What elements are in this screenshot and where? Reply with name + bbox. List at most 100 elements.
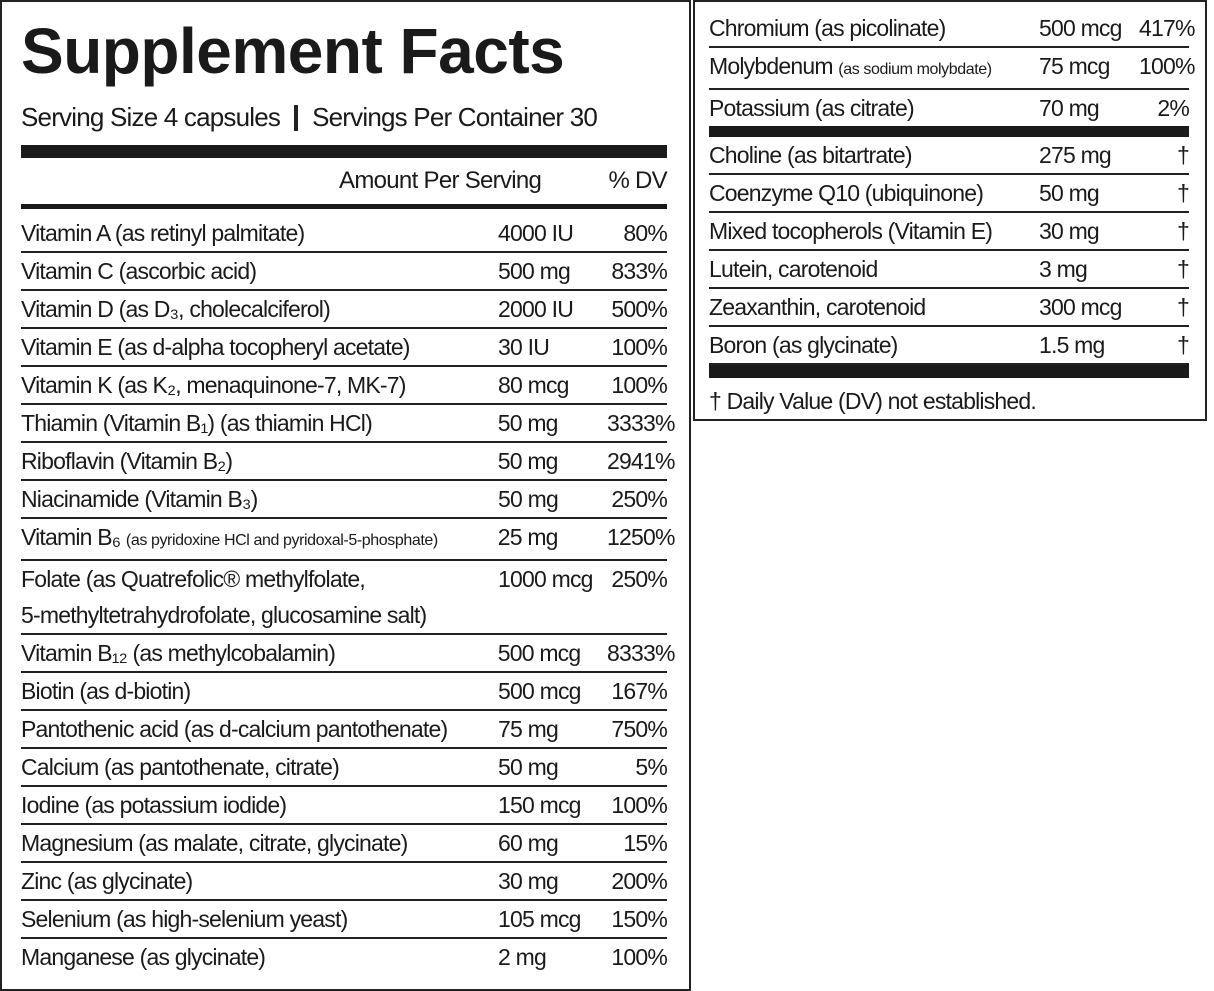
- nutrient-name: Magnesium (as malate, citrate, glycinate…: [21, 830, 408, 856]
- nutrient-name-cell: Molybdenum (as sodium molybdate): [709, 48, 1039, 88]
- daily-value: 200%: [611, 868, 667, 894]
- daily-value: 100%: [611, 372, 667, 398]
- nutrient-name: Coenzyme Q10 (ubiquinone): [709, 180, 984, 206]
- nutrient-row: Vitamin D (as D₃, cholecalciferol) 2000 I…: [21, 291, 668, 329]
- amount: 50 mg: [497, 448, 559, 474]
- nutrient-name-cell: Folate (as Quatrefolic® methylfolate, 5-…: [21, 561, 498, 633]
- amount: 105 mcg: [498, 906, 581, 932]
- nutrient-name-cell: Niacinamide (Vitamin B₃): [21, 481, 498, 517]
- nutrient-name-cell: Vitamin K (as K₂, menaquinone-7, MK-7): [21, 367, 498, 403]
- nutrient-row: Magnesium (as malate, citrate, glycinate…: [21, 825, 668, 863]
- footnote: † Daily Value (DV) not established.: [709, 388, 1037, 414]
- nutrient-row: Selenium (as high-selenium yeast) 105 mcg…: [21, 901, 668, 939]
- amount: 25 mg: [497, 524, 559, 550]
- daily-value: 15%: [623, 830, 667, 856]
- nutrient-name: Iodine (as potassium iodide): [21, 792, 287, 818]
- nutrient-row: Riboflavin (Vitamin B₂) 50 mg 2941%: [21, 443, 675, 481]
- amount: 50 mg: [498, 486, 559, 512]
- nutrient-name: Vitamin E (as d-alpha tocopheryl acetate…: [21, 334, 410, 360]
- nutrient-row: Thiamin (Vitamin B₁) (as thiamin HCl) 50 …: [21, 405, 675, 443]
- nutrient-name: Niacinamide (Vitamin B₃): [21, 486, 258, 512]
- nutrient-row: Vitamin E (as d-alpha tocopheryl acetate…: [21, 329, 668, 367]
- nutrient-row: Chromium (as picolinate) 500 mcg 417%: [709, 10, 1195, 48]
- nutrient-name: Selenium (as high-selenium yeast): [21, 906, 348, 932]
- amount: 150 mcg: [498, 792, 581, 818]
- daily-value: 100%: [611, 792, 667, 818]
- daily-value: 833%: [611, 258, 667, 284]
- nutrient-name-cell: Vitamin B₁₂ (as methylcobalamin): [21, 635, 498, 671]
- nutrient-row: Vitamin B₁₂ (as methylcobalamin) 500 mcg 8…: [21, 635, 675, 673]
- nutrient-name: Vitamin A (as retinyl palmitate): [21, 220, 305, 246]
- amount: 1000 mcg: [498, 566, 593, 592]
- amount: 50 mg: [497, 410, 559, 436]
- nutrient-name: Biotin (as d-biotin): [21, 678, 191, 704]
- nutrient-row: Coenzyme Q10 (ubiquinone) 50 mg †: [709, 175, 1190, 213]
- nutrient-name-cell: Vitamin C (ascorbic acid): [21, 253, 498, 289]
- daily-value: †: [1177, 256, 1190, 282]
- nutrient-name-cell: Biotin (as d-biotin): [21, 673, 498, 709]
- nutrient-row: Mixed tocopherols (Vitamin E) 30 mg †: [709, 213, 1190, 251]
- nutrient-note: (as pyridoxine HCl and pyridoxal-5-phosp…: [125, 532, 438, 549]
- thick-rule: [709, 365, 1189, 378]
- nutrient-note: (as sodium molybdate): [838, 61, 992, 78]
- nutrient-row: Folate (as Quatrefolic® methylfolate, 5-…: [21, 561, 668, 635]
- nutrient-row: Vitamin B₆ (as pyridoxine HCl and pyrido…: [21, 519, 675, 561]
- nutrient-row: Choline (as bitartrate) 275 mg †: [709, 137, 1190, 175]
- amount: 30 IU: [498, 334, 550, 360]
- nutrient-list: Chromium (as picolinate) 500 mcg 417% Molyb…: [709, 10, 1195, 126]
- daily-value: 250%: [611, 566, 667, 592]
- nutrient-row: Potassium (as citrate) 70 mg 2%: [709, 90, 1190, 126]
- daily-value: 167%: [611, 678, 667, 704]
- nutrient-name: Zinc (as glycinate): [21, 868, 193, 894]
- daily-value: †: [1177, 142, 1190, 168]
- serving-size: Serving Size 4 capsules: [21, 102, 281, 132]
- daily-value: †: [1177, 294, 1190, 320]
- amount: 500 mcg: [497, 640, 581, 666]
- column-header: Amount Per Serving % DV: [21, 158, 668, 209]
- nutrient-name-cell: Mixed tocopherols (Vitamin E): [709, 213, 1039, 249]
- servings-per-container: Servings Per Container 30: [312, 102, 598, 132]
- nutrient-row: Biotin (as d-biotin) 500 mcg 167%: [21, 673, 668, 711]
- nutrient-name-cell: Magnesium (as malate, citrate, glycinate…: [21, 825, 498, 861]
- daily-value: 250%: [611, 486, 667, 512]
- left-panel: Supplement Facts Serving Size 4 capsules…: [0, 0, 691, 991]
- amount: 500 mg: [498, 258, 571, 284]
- amount: 275 mg: [1039, 142, 1112, 168]
- amount: 70 mg: [1039, 95, 1100, 121]
- amount: 80 mcg: [498, 372, 569, 398]
- nutrient-name-cell: Boron (as glycinate): [709, 327, 1039, 363]
- amount: 50 mg: [1039, 180, 1100, 206]
- daily-value: 500%: [611, 296, 667, 322]
- nutrient-row: Pantothenic acid (as d-calcium pantothen…: [21, 711, 668, 749]
- nutrient-row: Zeaxanthin, carotenoid 300 mcg †: [709, 289, 1190, 327]
- nutrient-name: Zeaxanthin, carotenoid: [709, 294, 926, 320]
- nutrient-name: Vitamin B₁₂ (as methylcobalamin): [21, 640, 336, 666]
- amount: 30 mg: [498, 868, 559, 894]
- daily-value: 100%: [611, 944, 667, 970]
- amount: 500 mcg: [498, 678, 581, 704]
- nutrient-name: Chromium (as picolinate): [709, 15, 946, 41]
- amount: 4000 IU: [498, 220, 574, 246]
- nutrient-name: Folate (as Quatrefolic® methylfolate, 5-…: [21, 566, 427, 628]
- nutrient-name-cell: Zeaxanthin, carotenoid: [709, 289, 1039, 325]
- daily-value: 2%: [1157, 95, 1189, 121]
- nutrient-name-cell: Coenzyme Q10 (ubiquinone): [709, 175, 1039, 211]
- nutrient-list: Choline (as bitartrate) 275 mg † Coenzyme Q…: [709, 137, 1190, 365]
- nutrient-row: Calcium (as pantothenate, citrate) 50 mg 5…: [21, 749, 668, 787]
- nutrient-name: Boron (as glycinate): [709, 332, 898, 358]
- amount: 75 mcg: [1039, 53, 1110, 79]
- nutrient-name-cell: Manganese (as glycinate): [21, 939, 498, 975]
- nutrient-name-cell: Choline (as bitartrate): [709, 137, 1039, 173]
- thick-rule: [709, 126, 1189, 137]
- nutrient-row: Vitamin C (ascorbic acid) 500 mg 833%: [21, 253, 668, 291]
- nutrient-name: Calcium (as pantothenate, citrate): [21, 754, 340, 780]
- amount: 2 mg: [498, 944, 547, 970]
- nutrient-name: Thiamin (Vitamin B₁) (as thiamin HCl): [21, 410, 373, 436]
- nutrient-list: Vitamin A (as retinyl palmitate) 4000 IU 8…: [21, 215, 675, 975]
- amount: 60 mg: [498, 830, 559, 856]
- amount: 3 mg: [1039, 256, 1088, 282]
- nutrient-row: Manganese (as glycinate) 2 mg 100%: [21, 939, 668, 975]
- nutrient-name: Manganese (as glycinate): [21, 944, 266, 970]
- right-panel: Chromium (as picolinate) 500 mcg 417% Molyb…: [693, 0, 1207, 421]
- nutrient-name-cell: Thiamin (Vitamin B₁) (as thiamin HCl): [21, 405, 498, 441]
